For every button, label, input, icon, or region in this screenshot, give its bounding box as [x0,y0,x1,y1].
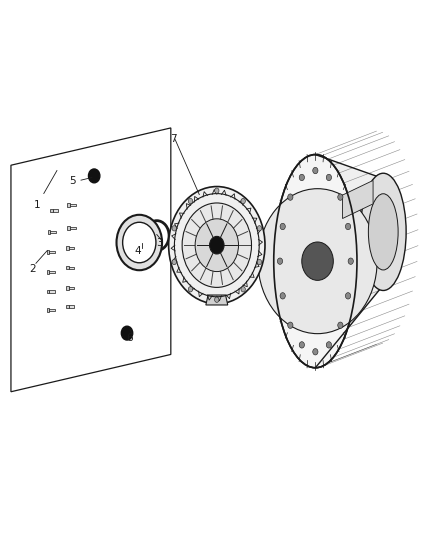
Ellipse shape [274,155,357,368]
Circle shape [121,326,133,340]
Text: 7: 7 [170,134,177,143]
Circle shape [182,203,251,287]
Polygon shape [47,270,49,274]
Circle shape [195,219,238,272]
Polygon shape [66,265,69,270]
Polygon shape [53,209,58,212]
Polygon shape [66,246,69,250]
Circle shape [313,349,318,355]
Text: 4: 4 [134,246,141,255]
Polygon shape [47,308,49,312]
Circle shape [257,225,261,231]
Text: 1: 1 [34,200,41,210]
Polygon shape [70,204,76,206]
Circle shape [299,342,304,348]
Circle shape [169,187,265,304]
Circle shape [188,287,193,292]
Polygon shape [70,227,76,229]
Circle shape [280,223,285,230]
Polygon shape [66,286,69,290]
Circle shape [280,293,285,299]
Polygon shape [47,250,49,254]
Circle shape [346,293,351,299]
Circle shape [302,242,333,280]
Circle shape [172,260,177,265]
Circle shape [348,258,353,264]
Circle shape [346,223,351,230]
Polygon shape [66,304,69,309]
Circle shape [241,287,245,292]
Polygon shape [48,230,50,234]
Polygon shape [47,289,49,294]
Circle shape [117,215,162,270]
Circle shape [326,174,332,181]
Circle shape [241,198,245,204]
Circle shape [123,222,156,263]
Polygon shape [315,155,383,368]
Circle shape [338,194,343,200]
Circle shape [209,237,224,254]
Polygon shape [69,287,74,289]
Polygon shape [69,305,74,308]
Circle shape [326,342,332,348]
Polygon shape [50,231,56,233]
Circle shape [172,225,177,231]
Polygon shape [343,180,373,219]
Circle shape [313,167,318,174]
Polygon shape [49,309,55,311]
Circle shape [215,297,219,302]
Circle shape [288,194,293,200]
Circle shape [288,322,293,328]
Polygon shape [206,295,228,305]
Circle shape [277,258,283,264]
Circle shape [145,221,169,251]
Polygon shape [67,226,70,230]
Circle shape [215,188,219,193]
Ellipse shape [368,193,398,270]
Polygon shape [69,247,74,249]
Polygon shape [49,290,55,293]
Text: 2: 2 [29,264,36,274]
Circle shape [258,189,377,334]
Polygon shape [69,266,74,269]
Polygon shape [50,208,53,213]
Circle shape [299,174,304,181]
Polygon shape [49,271,55,273]
Circle shape [88,169,100,183]
Circle shape [338,322,343,328]
Polygon shape [49,251,55,253]
Text: 5: 5 [69,176,76,186]
Polygon shape [67,203,70,207]
Circle shape [188,198,193,204]
Circle shape [257,260,261,265]
Polygon shape [11,128,171,392]
Text: 3: 3 [156,238,163,247]
Ellipse shape [360,173,406,290]
Text: 6: 6 [126,334,133,343]
